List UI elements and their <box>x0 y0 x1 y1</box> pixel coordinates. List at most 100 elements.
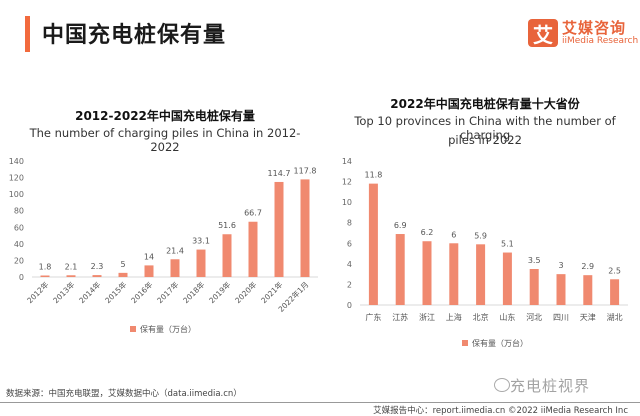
chart2-ytick-label: 8 <box>347 219 352 228</box>
watermark-text: 充电桩视界 <box>510 377 591 395</box>
footer-divider <box>0 402 640 403</box>
chart1-bar <box>92 275 102 277</box>
chart2-subtitle-line2: piles in 2022 <box>448 133 522 147</box>
chart2-legend-swatch <box>462 340 468 346</box>
chart1-data-label: 14 <box>144 252 154 261</box>
chart1-data-label: 117.8 <box>294 166 317 175</box>
chart2-data-label: 6.9 <box>394 221 407 230</box>
chart1-bar <box>118 272 128 277</box>
chart2-bar <box>449 243 459 305</box>
chart2-ytick-label: 12 <box>342 178 352 187</box>
chart1-bar <box>300 179 310 277</box>
chart2-ytick-label: 4 <box>347 260 352 269</box>
chart1-data-label: 2.3 <box>91 262 104 271</box>
chart2-bar <box>368 183 378 305</box>
chart1-xtick-label: 2016年 <box>129 279 155 305</box>
wechat-icon <box>494 378 510 392</box>
chart1-legend-label: 保有量（万台） <box>140 324 196 334</box>
chart2-xtick-label: 北京 <box>473 312 489 322</box>
chart1-data-label: 33.1 <box>192 237 210 246</box>
chart1-xtick-label: 2021年 <box>259 279 285 305</box>
chart1-subtitle: The number of charging piles in China in… <box>29 126 301 154</box>
chart1-bar <box>274 181 284 277</box>
chart2-xtick-label: 山东 <box>499 312 515 322</box>
footer-copyright: 艾媒报告中心：report.iimedia.cn ©2022 iiMedia R… <box>373 406 628 416</box>
chart1-data-label: 5 <box>120 260 125 269</box>
chart1-legend-swatch <box>130 326 136 332</box>
chart2-bar <box>502 252 512 305</box>
chart2-xtick-label: 天津 <box>580 312 596 322</box>
page-title: 中国充电桩保有量 <box>42 23 227 48</box>
chart2-bar <box>556 274 566 305</box>
data-source-note: 数据来源：中国充电联盟，艾媒数据中心（data.iimedia.cn） <box>6 389 242 399</box>
chart1-bar <box>196 249 206 277</box>
chart2-data-label: 6 <box>451 230 456 239</box>
chart1-xtick-label: 2020年 <box>233 279 259 305</box>
chart1-bar <box>170 259 180 277</box>
chart2-legend-label: 保有量（万台） <box>472 338 528 348</box>
chart1-ytick-label: 140 <box>9 157 24 166</box>
chart2-ytick-label: 0 <box>347 301 352 310</box>
chart2-bar <box>583 275 593 305</box>
chart2-ytick-label: 2 <box>347 280 352 289</box>
chart1-ytick-label: 100 <box>9 190 24 199</box>
chart1-ytick-label: 40 <box>14 240 24 249</box>
chart2-data-label: 3.5 <box>528 256 541 265</box>
chart1-data-label: 21.4 <box>166 246 184 255</box>
chart2-data-label: 2.5 <box>608 266 621 275</box>
chart2-subtitle-line1: Top 10 provinces in China with the numbe… <box>354 114 616 142</box>
chart1-ytick-label: 60 <box>14 223 24 232</box>
chart1-data-label: 51.6 <box>218 221 236 230</box>
chart1-xtick-label: 2022年1月 <box>276 279 311 314</box>
title-accent-bar <box>25 16 30 52</box>
brand-name-en: iiMedia Research <box>562 36 639 46</box>
chart2-data-label: 11.8 <box>364 171 382 180</box>
chart1-ytick-label: 80 <box>14 207 24 216</box>
chart2-bar <box>529 269 539 305</box>
chart1-bar <box>248 221 258 277</box>
chart1-data-label: 114.7 <box>268 169 291 178</box>
chart2-data-label: 6.2 <box>421 228 434 237</box>
chart2-data-label: 5.9 <box>474 231 487 240</box>
chart1-xtick-label: 2012年 <box>25 279 51 305</box>
brand-name-cn: 艾媒咨询 <box>562 19 627 37</box>
chart2-xtick-label: 江苏 <box>392 312 408 322</box>
chart1-bar <box>40 275 50 277</box>
iimedia-logo-icon: 艾 <box>528 19 558 47</box>
chart2-bar <box>422 241 432 305</box>
chart2-xtick-label: 四川 <box>553 313 569 322</box>
chart1-xtick-label: 2013年 <box>51 279 77 305</box>
chart1-data-label: 2.1 <box>65 262 78 271</box>
chart2-data-label: 2.9 <box>581 262 594 271</box>
chart1-bar <box>144 265 154 277</box>
chart1-xtick-label: 2018年 <box>181 279 207 305</box>
chart2-ytick-label: 6 <box>347 239 352 248</box>
chart2-xtick-label: 河北 <box>526 312 542 322</box>
chart1-xtick-label: 2014年 <box>77 279 103 305</box>
chart1-data-label: 66.7 <box>244 209 262 218</box>
chart2-data-label: 5.1 <box>501 240 514 249</box>
chart2-bar <box>476 244 486 305</box>
chart2-xtick-label: 浙江 <box>419 312 435 322</box>
chart1-title: 2012-2022年中国充电桩保有量 <box>75 109 255 123</box>
chart2-ytick-label: 14 <box>342 157 352 166</box>
chart1-ytick-label: 0 <box>19 273 24 282</box>
chart2-xtick-label: 上海 <box>446 312 462 322</box>
chart2-bar <box>610 279 620 305</box>
chart2-ytick-label: 10 <box>342 198 352 207</box>
chart2-bar <box>395 234 405 305</box>
chart2-data-label: 3 <box>558 261 563 270</box>
chart1-xtick-label: 2017年 <box>155 279 181 305</box>
chart2-xtick-label: 广东 <box>365 312 381 322</box>
chart1-bar <box>66 275 76 277</box>
chart1-ytick-label: 120 <box>9 174 24 183</box>
chart2-title: 2022年中国充电桩保有量十大省份 <box>390 97 580 111</box>
chart1-xtick-label: 2019年 <box>207 279 233 305</box>
chart1-xtick-label: 2015年 <box>103 279 129 305</box>
chart2-xtick-label: 湖北 <box>607 313 623 322</box>
chart1-ytick-label: 20 <box>14 256 24 265</box>
chart1-data-label: 1.8 <box>39 263 52 272</box>
chart1-bar <box>222 234 232 277</box>
